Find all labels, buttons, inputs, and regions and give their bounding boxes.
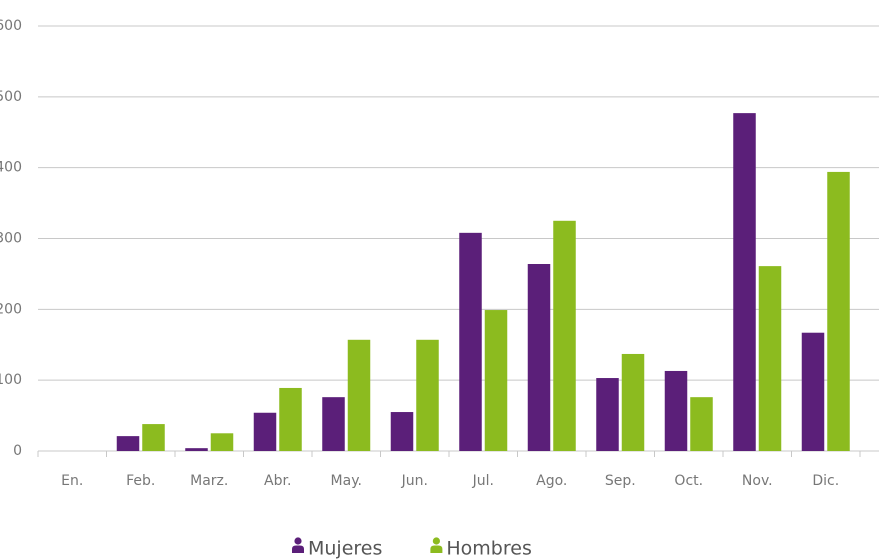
bar <box>116 436 140 451</box>
y-tick-label: 400 <box>0 160 22 176</box>
bar <box>733 113 756 451</box>
bar <box>142 424 165 451</box>
legend-icon <box>432 537 440 545</box>
bar <box>185 448 208 451</box>
x-tick-label: Abr. <box>264 473 291 489</box>
y-tick-label: 500 <box>0 89 22 105</box>
bar <box>801 332 825 451</box>
x-tick-label: Nov. <box>742 473 773 489</box>
x-tick-label: Jun. <box>401 473 428 489</box>
x-tick-label: Feb. <box>126 473 155 489</box>
bar <box>459 232 482 451</box>
x-tick-label: Dic. <box>812 473 839 489</box>
bar <box>253 412 277 451</box>
bar <box>347 339 371 451</box>
y-tick-label: 200 <box>0 301 22 317</box>
bar <box>416 339 439 451</box>
legend-label: Mujeres <box>308 538 382 560</box>
y-tick-label: 600 <box>0 18 22 34</box>
legend-label: Hombres <box>446 538 531 560</box>
bar <box>279 387 302 451</box>
legend: Mujeres Hombres <box>292 537 532 560</box>
bar <box>827 171 850 451</box>
legend-icon <box>430 545 443 553</box>
legend-icon <box>292 545 304 553</box>
bar <box>621 353 645 451</box>
bar <box>210 433 234 451</box>
x-tick-label: Ago. <box>536 473 567 489</box>
x-tick-label: En. <box>61 473 83 489</box>
y-tick-label: 0 <box>13 443 22 459</box>
x-tick-label: Oct. <box>674 473 703 489</box>
x-tick-label: Sep. <box>605 473 636 489</box>
y-tick-label: 100 <box>0 372 22 388</box>
bar <box>553 220 576 451</box>
x-tick-label: Jul. <box>472 473 494 489</box>
bar <box>758 266 782 451</box>
x-tick-label: Marz. <box>190 473 228 489</box>
bar <box>322 397 345 451</box>
bar <box>690 397 713 451</box>
legend-item: Hombres <box>430 537 532 560</box>
bar <box>484 310 508 451</box>
legend-item: Mujeres <box>292 537 382 560</box>
legend-icon <box>294 537 302 545</box>
bar <box>527 264 551 451</box>
bar <box>664 370 688 451</box>
bar <box>390 412 414 451</box>
x-tick-label: May. <box>331 473 362 489</box>
y-tick-label: 300 <box>0 231 22 247</box>
bar <box>596 378 619 451</box>
